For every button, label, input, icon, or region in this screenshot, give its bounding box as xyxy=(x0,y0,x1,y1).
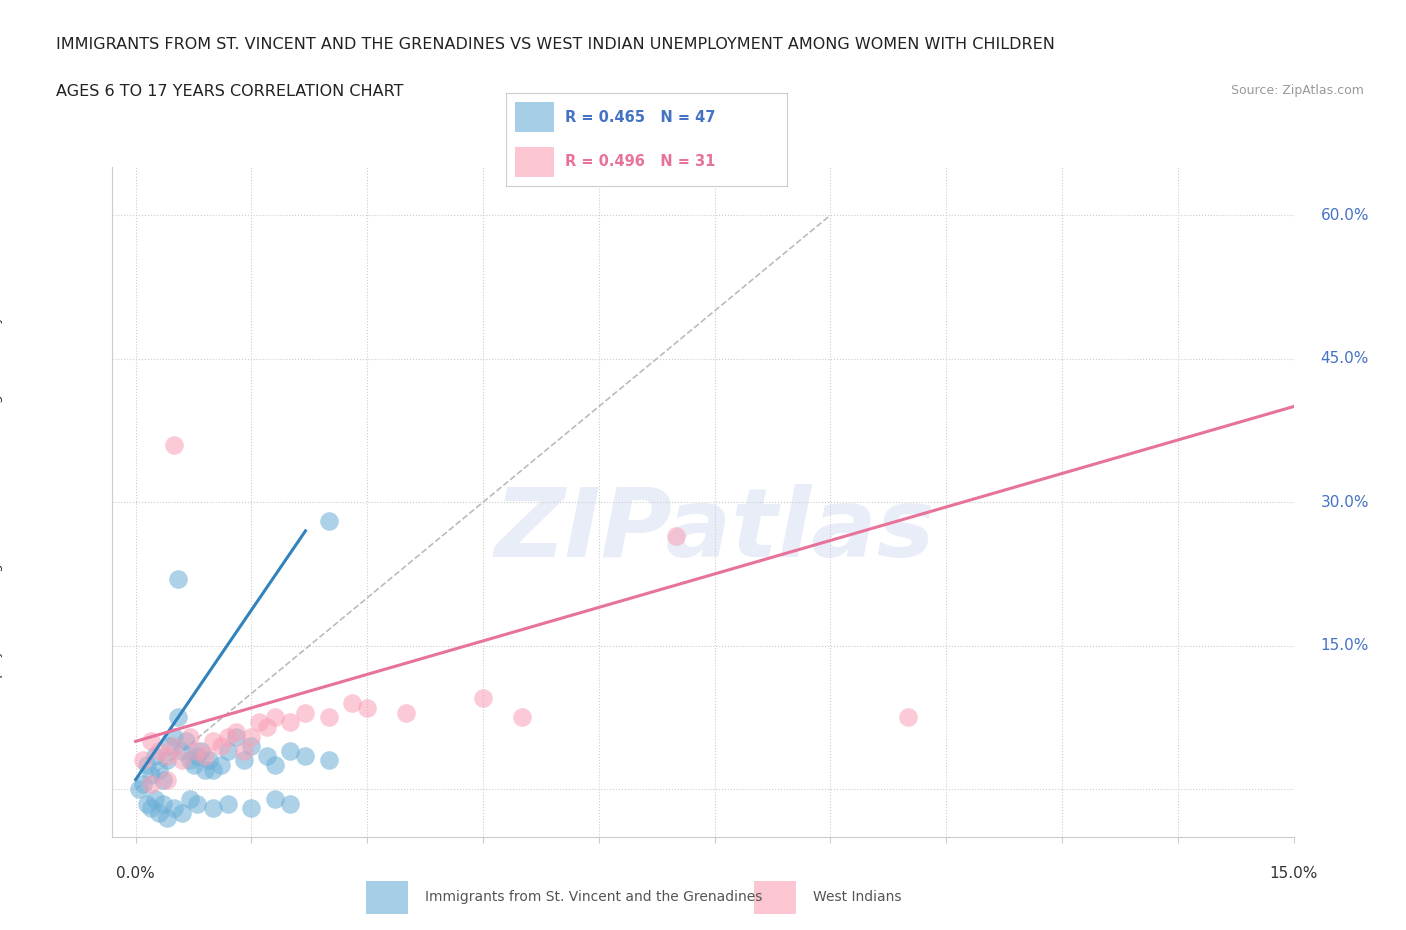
Text: West Indians: West Indians xyxy=(813,890,901,905)
Point xyxy=(186,796,208,811)
Point xyxy=(148,763,170,777)
Point xyxy=(225,729,247,744)
Point xyxy=(179,729,201,744)
Point xyxy=(209,758,232,773)
Point xyxy=(225,724,247,739)
Point xyxy=(152,796,174,811)
Point xyxy=(665,528,688,543)
Point xyxy=(152,772,174,787)
Point xyxy=(510,710,533,724)
Text: R = 0.496   N = 31: R = 0.496 N = 31 xyxy=(565,154,716,169)
Point xyxy=(294,705,316,720)
Point xyxy=(179,753,201,768)
Bar xyxy=(366,882,408,913)
Point xyxy=(247,715,270,730)
Point xyxy=(139,777,162,791)
Point xyxy=(232,743,254,758)
Point xyxy=(318,753,340,768)
Point xyxy=(198,753,221,768)
Text: Unemployment Among Women with Children Ages 6 to 17 years: Unemployment Among Women with Children A… xyxy=(0,287,3,717)
Point xyxy=(232,753,254,768)
Point xyxy=(155,810,177,825)
Point xyxy=(136,758,159,773)
Bar xyxy=(754,882,796,913)
Point xyxy=(128,782,150,797)
Point xyxy=(170,753,193,768)
Point xyxy=(186,749,208,764)
Point xyxy=(263,710,285,724)
Point xyxy=(263,791,285,806)
Point xyxy=(294,749,316,764)
Point xyxy=(132,753,155,768)
Point xyxy=(240,801,263,816)
Point xyxy=(163,801,186,816)
Point xyxy=(318,710,340,724)
Point xyxy=(159,738,181,753)
Text: 15.0%: 15.0% xyxy=(1320,638,1369,653)
Point xyxy=(148,743,170,758)
Text: 45.0%: 45.0% xyxy=(1320,352,1369,366)
Point xyxy=(139,734,162,749)
Text: 30.0%: 30.0% xyxy=(1320,495,1369,510)
Point xyxy=(201,763,224,777)
Point xyxy=(256,749,278,764)
Point xyxy=(167,710,190,724)
Point xyxy=(163,729,186,744)
Point xyxy=(201,801,224,816)
Text: Immigrants from St. Vincent and the Grenadines: Immigrants from St. Vincent and the Gren… xyxy=(425,890,762,905)
Point xyxy=(209,738,232,753)
Point xyxy=(256,720,278,735)
Point xyxy=(395,705,418,720)
Point xyxy=(170,743,193,758)
Text: IMMIGRANTS FROM ST. VINCENT AND THE GRENADINES VS WEST INDIAN UNEMPLOYMENT AMONG: IMMIGRANTS FROM ST. VINCENT AND THE GREN… xyxy=(56,37,1054,52)
Point xyxy=(155,772,177,787)
Point xyxy=(139,767,162,782)
Point xyxy=(217,729,239,744)
Point xyxy=(183,758,205,773)
Point xyxy=(139,801,162,816)
Point xyxy=(163,738,186,753)
Point xyxy=(179,791,201,806)
Point xyxy=(263,758,285,773)
Text: 60.0%: 60.0% xyxy=(1320,207,1369,222)
Text: Source: ZipAtlas.com: Source: ZipAtlas.com xyxy=(1230,84,1364,97)
Text: ZIPatlas: ZIPatlas xyxy=(495,485,935,578)
Point xyxy=(278,796,301,811)
Point xyxy=(155,753,177,768)
Point xyxy=(240,738,263,753)
Point xyxy=(136,796,159,811)
Point xyxy=(132,777,155,791)
Text: R = 0.465   N = 47: R = 0.465 N = 47 xyxy=(565,110,716,125)
Point xyxy=(278,715,301,730)
Bar xyxy=(515,147,554,177)
Point xyxy=(170,805,193,820)
Point xyxy=(148,805,170,820)
Point xyxy=(340,696,363,711)
Point xyxy=(167,571,190,586)
Text: 0.0%: 0.0% xyxy=(117,866,155,881)
Point xyxy=(356,700,378,715)
Point xyxy=(217,743,239,758)
Text: AGES 6 TO 17 YEARS CORRELATION CHART: AGES 6 TO 17 YEARS CORRELATION CHART xyxy=(56,84,404,99)
Point xyxy=(143,791,166,806)
Point xyxy=(186,743,208,758)
Point xyxy=(143,749,166,764)
Point xyxy=(190,743,212,758)
Point xyxy=(194,763,217,777)
Point xyxy=(472,691,495,706)
Point xyxy=(278,743,301,758)
Point xyxy=(155,749,177,764)
Point xyxy=(896,710,918,724)
Text: 15.0%: 15.0% xyxy=(1270,866,1317,881)
Point xyxy=(240,729,263,744)
Point xyxy=(201,734,224,749)
Point xyxy=(174,734,197,749)
Point xyxy=(194,749,217,764)
Bar xyxy=(515,102,554,132)
Point xyxy=(217,796,239,811)
Point xyxy=(318,514,340,529)
Point xyxy=(163,437,186,452)
